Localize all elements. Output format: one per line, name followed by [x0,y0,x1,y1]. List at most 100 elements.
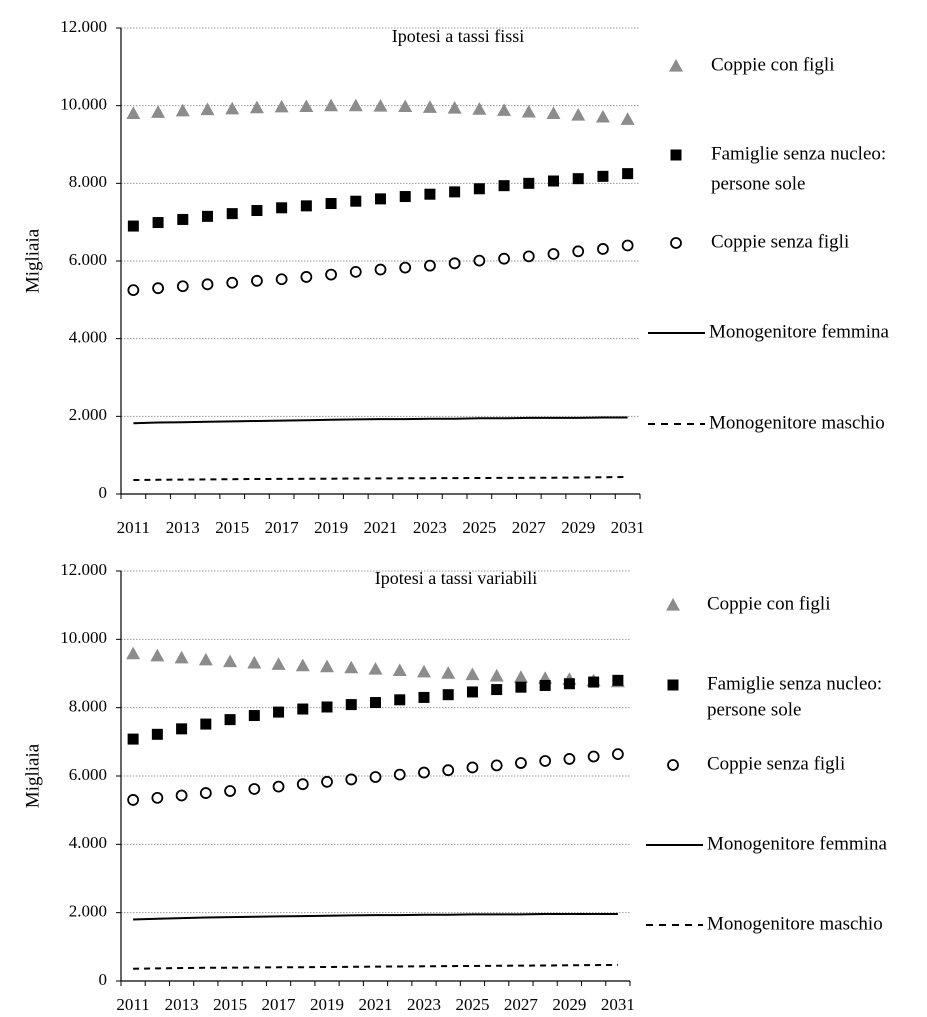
chart2-series-2-point [321,701,333,713]
chart1-y-axis-label: Migliaia [22,228,43,293]
chart1-x-tick-label: 2013 [166,518,200,537]
chart1-series-1-point [225,101,240,115]
chart2-series-1-point [320,659,335,673]
chart2-series-1-point [271,657,286,670]
chart2-series-5-line [133,963,618,970]
chart1-legend-symbol [670,237,682,249]
chart1-x-tick-label: 2025 [462,518,496,537]
chart1-series-1-point [299,99,314,113]
chart2-series-3-point [369,771,382,783]
chart1-series-1-point [595,109,610,123]
chart2-series-3-point [418,766,430,779]
chart1-y-tick-label: 0 [99,483,108,502]
chart2-series-1-point [441,666,456,679]
chart1-series-3-point [251,274,263,287]
chart2-legend-label: Coppie senza figli [707,753,845,774]
chart1-series-2-point [622,168,634,180]
chart2-series-2-point [539,679,551,691]
chart1-x-tick-label: 2027 [512,518,547,537]
chart2-series-3-point [296,778,309,791]
chart2-series-3-point [127,794,140,806]
chart1-legend-label-line2: persone sole [711,173,805,194]
chart1-series-3-point [325,268,337,281]
chart2-series-3-point [393,768,406,781]
chart1-legend-label: Monogenitore femmina [709,321,889,342]
chart2-series-3-point [199,787,212,799]
chart2-y-tick-label: 4.000 [69,833,107,852]
chart2-legend-label: Monogenitore maschio [707,913,883,934]
chart2-series-2-point [176,723,188,735]
chart2-y-tick-label: 6.000 [69,765,107,784]
chart1-series-1-point [472,102,487,115]
chart2-legend-label: Monogenitore femmina [707,833,887,854]
chart1-series-3-point [349,265,362,278]
chart1-series-3-point [201,278,214,291]
chart1-series-3-point [498,252,510,265]
chart2-x-tick-label: 2019 [310,995,344,1012]
chart2-series-3-point [151,791,164,804]
chart1-series-3-point [572,245,585,258]
chart1-series-5-line [133,475,628,481]
chart1-series-2-point [177,213,189,225]
chart1-series-2-point [572,173,584,185]
chart2-series-2-point [273,706,285,718]
chart2-x-tick-label: 2015 [213,995,247,1012]
chart2-x-tick-label: 2025 [455,995,489,1012]
chart2-series-2-point [563,678,575,690]
chart2-series-2-point [370,697,381,709]
chart2-series-2-point [224,714,236,726]
chart1-legend-symbol [670,149,682,161]
chart1-x-tick-label: 2015 [215,518,249,537]
chart1-series-2-point [251,205,263,217]
chart2-series-2-point [200,718,212,730]
chart2-series-2-point [418,691,430,703]
chart2-series-3-point [490,759,503,772]
chart2-x-tick-label: 2027 [504,995,539,1012]
chart2-series-3-point [321,775,333,788]
chart1-y-tick-label: 10.000 [60,95,107,114]
chart1-series-1-point [373,99,388,112]
chart1-legend-label: Coppie con figli [711,54,834,75]
chart1-series-2-point [548,175,559,187]
chart1-series-2-point [449,186,461,198]
chart2-series-2-point [127,733,139,745]
chart2-x-tick-label: 2023 [407,995,441,1012]
chart1-series-1-point [521,104,536,118]
chart1-series-2-point [375,193,386,205]
chart1-series-2-point [202,210,213,222]
chart2-series-1-point [295,658,310,672]
chart2-x-tick-label: 2011 [116,995,149,1012]
chart2-x-tick-label: 2017 [262,995,297,1012]
chart2-series-2-point [515,681,527,693]
chart2-series-1-point [247,655,262,669]
chart1-series-1-point [497,103,512,116]
chart1-x-tick-label: 2011 [117,518,150,537]
chart1-legend-symbol [669,59,683,72]
chart1-series-1-point [546,106,561,120]
chart1-series-1-point [447,100,462,114]
chart2-series-2-point [248,710,260,722]
chart1-x-tick-label: 2021 [364,518,398,537]
chart1-title: Ipotesi a tassi fissi [392,26,525,46]
chart1-legend-label: Monogenitore maschio [709,412,885,433]
chart1-series-3-point [152,282,164,295]
chart1-series-1-point [571,107,586,121]
chart1-series-3-point [621,239,634,252]
chart1-series-2-point [399,191,411,203]
chart2-series-3-point [563,753,576,765]
chart1-series-1-point [324,98,339,112]
chart1-y-tick-label: 4.000 [69,328,107,347]
chart2-series-3-point [345,773,358,786]
chart2-series-3-point [515,757,527,769]
chart2-series-1-point [368,662,383,675]
chart2-title: Ipotesi a tassi variabili [375,568,537,588]
chart1-series-1-point [200,102,215,116]
chart1-series-1-point [151,105,166,118]
chart1-series-3-point [127,284,140,297]
chart1-series-4-line [133,416,628,425]
chart1-series-2-point [473,183,485,195]
chart2-series-2-point [394,694,406,706]
chart2-series-3-point [248,783,261,795]
chart2-x-tick-label: 2029 [552,995,586,1012]
